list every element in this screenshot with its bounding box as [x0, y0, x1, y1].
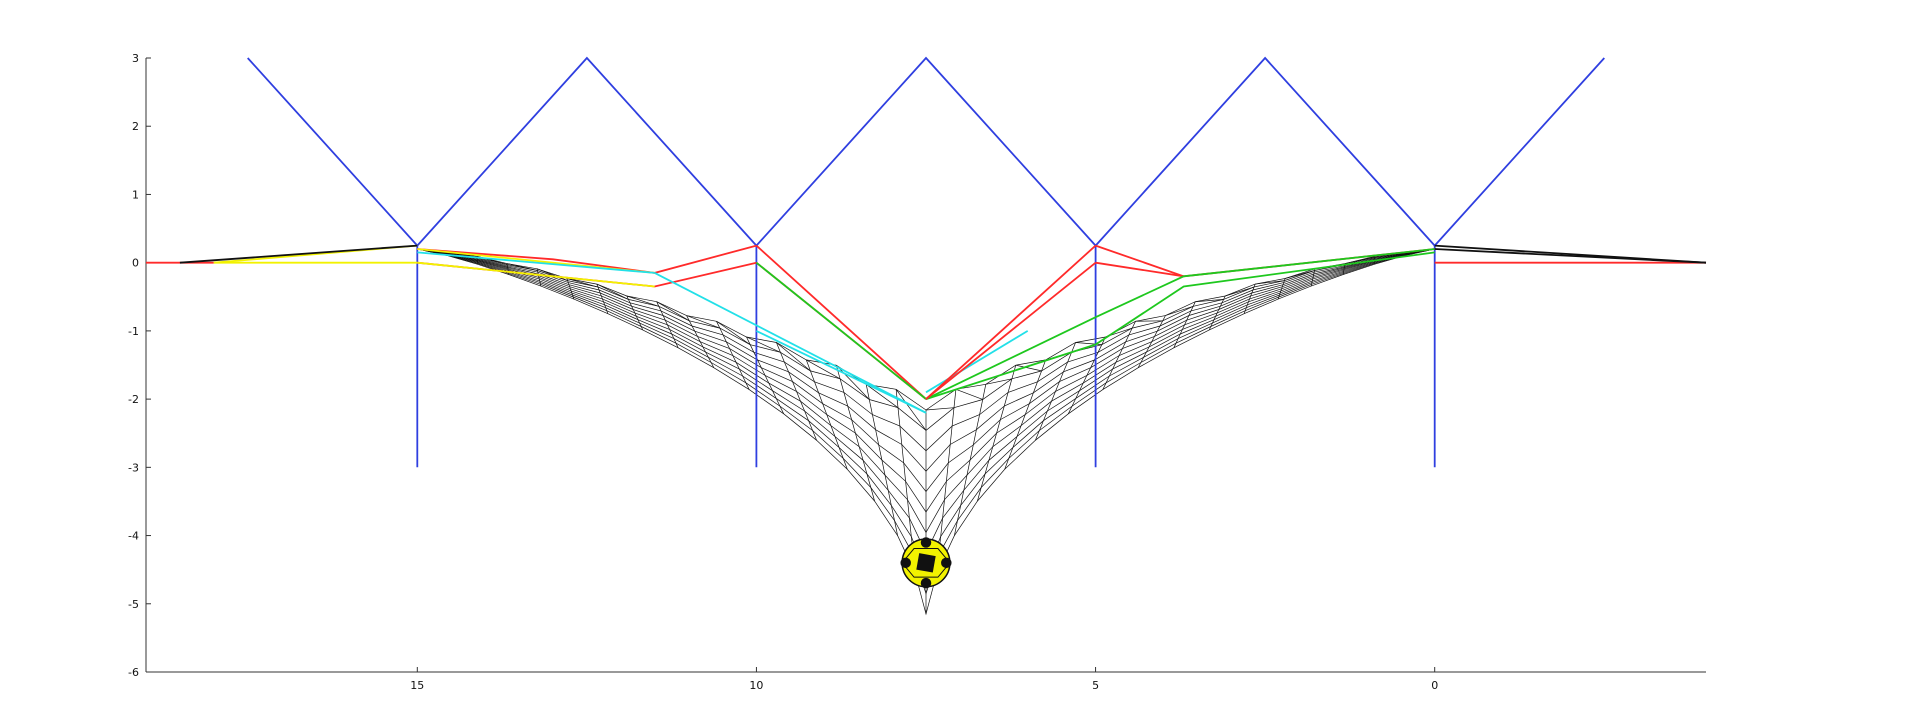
mesh-column-line [1277, 278, 1286, 300]
y-tick-label: -5 [128, 598, 139, 611]
mesh-diagonal-line [1195, 299, 1224, 303]
x-tick-label: 10 [749, 679, 763, 692]
mesh-row-line [417, 248, 1435, 431]
mesh-diagonal-line [746, 336, 781, 353]
x-tick-label: 0 [1431, 679, 1438, 692]
mesh-column-line [977, 365, 1017, 502]
ball-marker [900, 537, 952, 589]
mesh-column-line [566, 278, 575, 300]
y-tick-label: -2 [128, 393, 139, 406]
ball-edge-patch [941, 557, 952, 569]
mesh-diagonal-line [835, 364, 870, 400]
mesh-column-line [936, 389, 957, 574]
mesh-diagonal-line [806, 359, 841, 380]
mesh-column-line [835, 365, 875, 502]
mesh-column-line [626, 295, 644, 331]
mesh-diagonal-line [776, 342, 811, 372]
mesh-column-line [865, 384, 898, 536]
y-tick-label: 2 [132, 120, 139, 133]
y-tick-label: -3 [128, 461, 139, 474]
mesh-diagonal-line [596, 283, 629, 300]
series-line-cyan [925, 330, 1029, 394]
mesh-diagonal-line [656, 301, 690, 322]
ball-edge-patch [920, 537, 932, 548]
mesh-column-line [776, 342, 817, 441]
series-line-green [1095, 251, 1435, 346]
mesh-column-line [1310, 268, 1316, 287]
mesh-diagonal-line [566, 278, 599, 288]
mesh-column-line [1137, 315, 1166, 368]
series-line-green [1095, 248, 1435, 319]
mesh-diagonal-line [626, 295, 659, 307]
x-tick-label: 15 [410, 679, 424, 692]
ball-seam-line [901, 548, 951, 578]
mesh-column-line [656, 301, 679, 348]
mesh-diagonal-line [1255, 280, 1285, 285]
mesh-column-line [1035, 342, 1076, 441]
mesh-column-line [686, 315, 715, 368]
mesh-diagonal-line [925, 407, 955, 411]
mesh-column-line [746, 336, 785, 414]
mesh-column-line [596, 283, 609, 314]
mesh-diagonal-line [1344, 256, 1375, 264]
mesh-column-line [805, 359, 848, 470]
mesh-column-line [954, 384, 987, 536]
y-tick-label: 3 [132, 52, 139, 65]
series-line-cyan [417, 251, 655, 274]
series-line-red [1095, 261, 1184, 278]
y-tick-label: -4 [128, 530, 139, 543]
series-line-red [925, 261, 1097, 400]
mesh-diagonal-line [865, 384, 899, 408]
series-line-red [755, 244, 927, 400]
mesh-diagonal-line [716, 320, 751, 345]
mesh-diagonal-line [955, 388, 983, 400]
mesh-diagonal-line [985, 378, 1013, 385]
mesh-column-line [1067, 336, 1106, 414]
series-line-cyan [756, 330, 927, 414]
series-line-red [417, 244, 757, 274]
mesh-column-line [716, 321, 750, 390]
x-tick-label: 5 [1092, 679, 1099, 692]
mesh-column-line [1004, 359, 1047, 470]
series-line-blue [247, 56, 1605, 247]
mesh-diagonal-line [686, 315, 720, 329]
series-line-black [1434, 248, 1707, 264]
series-line-cyan [654, 272, 927, 414]
mesh-diagonal-line [1165, 305, 1194, 316]
mesh-diagonal-line [1284, 270, 1315, 279]
y-tick-label: -1 [128, 325, 139, 338]
mesh-diagonal-line [1015, 364, 1042, 372]
mesh-column-line [1102, 321, 1136, 390]
series-line-red [925, 244, 1097, 400]
mesh-column-line [1243, 283, 1256, 314]
series-line-green [925, 316, 1096, 400]
ball-center-patch [916, 553, 936, 573]
series-line-green [755, 261, 927, 400]
mesh-column-line [895, 389, 916, 574]
y-tick-label: 0 [132, 257, 139, 270]
mesh-column-line [1173, 301, 1196, 348]
mesh-diagonal-line [506, 263, 538, 271]
ball-edge-patch [900, 557, 911, 569]
mesh-diagonal-line [1225, 286, 1255, 297]
series-group [146, 56, 1707, 468]
series-line-black [179, 244, 418, 264]
series-line-green [925, 343, 1096, 400]
series-line-yellow [417, 261, 655, 288]
y-tick-label: -6 [128, 666, 139, 679]
mesh-diagonal-line [895, 389, 927, 431]
ball-edge-patch [920, 577, 932, 589]
mesh-diagonal-line [536, 268, 568, 281]
y-tick-label: 1 [132, 188, 139, 201]
mesh-column-line [536, 268, 542, 287]
mesh-column-line [1208, 295, 1226, 331]
